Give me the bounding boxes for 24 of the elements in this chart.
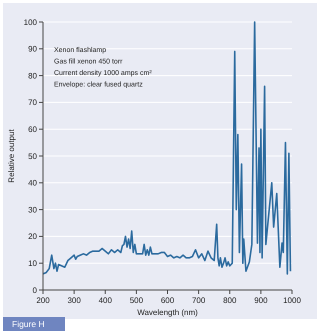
y-tick-label: 20 — [28, 232, 38, 242]
y-tick-label: 0 — [32, 286, 38, 295]
x-tick-label: 1000 — [283, 296, 302, 305]
x-tick-label: 300 — [67, 296, 82, 305]
y-tick-label: 100 — [24, 18, 38, 27]
line-series — [42, 21, 292, 275]
x-tick-label: 800 — [223, 296, 237, 305]
y-tick-label: 40 — [28, 178, 38, 188]
y-tick-label: 70 — [28, 98, 38, 108]
y-tick-label: 30 — [28, 205, 38, 214]
x-tick-label: 700 — [192, 296, 206, 305]
x-tick-label: 500 — [130, 296, 144, 305]
x-axis-title: Wavelength (nm) — [137, 308, 198, 317]
y-tick-label: 60 — [28, 125, 38, 134]
y-tick-label: 80 — [28, 71, 38, 80]
y-tick-label: 10 — [28, 259, 38, 268]
y-tick-label: 90 — [28, 44, 38, 54]
x-tick-label: 200 — [36, 296, 50, 305]
x-tick-label: 400 — [98, 296, 112, 305]
y-axis-title: Relative output — [7, 128, 16, 183]
text: Figure H — [12, 319, 45, 329]
x-tick-label: 600 — [160, 296, 175, 305]
y-tick-label: 50 — [28, 152, 38, 161]
x-tick-label: 900 — [254, 296, 268, 305]
